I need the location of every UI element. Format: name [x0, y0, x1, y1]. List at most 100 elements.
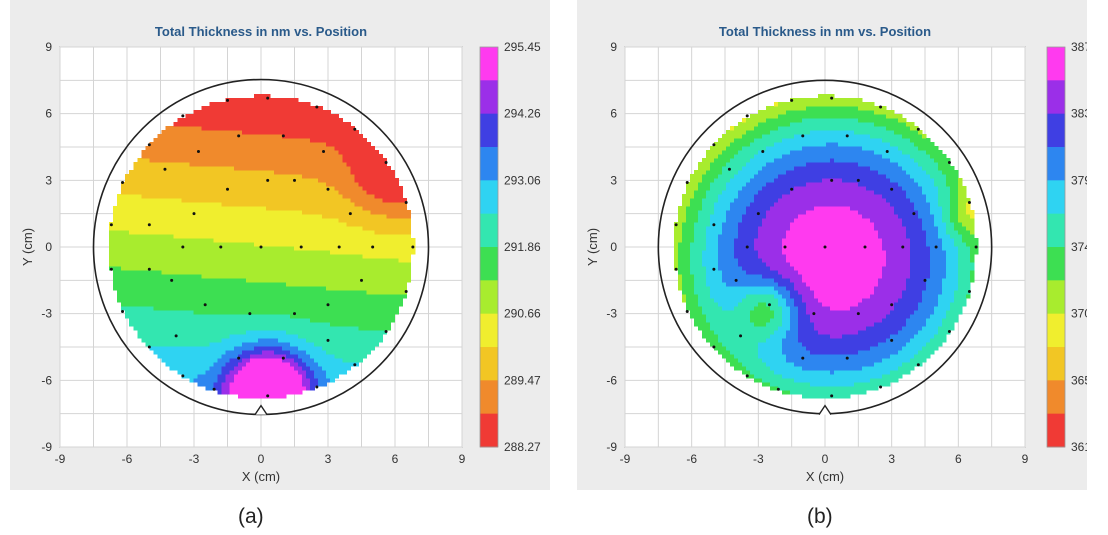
heatmap-cell [177, 226, 183, 231]
heatmap-cell [209, 202, 215, 207]
heatmap-cell [693, 250, 699, 255]
heatmap-cell [693, 262, 699, 267]
heatmap-cell [149, 338, 154, 343]
heatmap-cell [161, 290, 167, 295]
heatmap-cell [709, 330, 715, 335]
heatmap-cell [229, 234, 235, 239]
heatmap-cell [117, 194, 122, 199]
heatmap-cell [406, 218, 412, 223]
heatmap-cell [342, 214, 347, 219]
heatmap-cell [685, 266, 691, 271]
heatmap-cell [185, 158, 191, 163]
heatmap-cell [378, 230, 384, 235]
heatmap-cell [257, 334, 263, 339]
heatmap-cell [189, 206, 195, 211]
heatmap-cell [326, 166, 331, 171]
heatmap-cell [209, 106, 215, 111]
heatmap-cell [225, 194, 231, 199]
heatmap-cell [253, 282, 259, 287]
heatmap-cell [261, 330, 267, 335]
heatmap-cell [157, 242, 162, 247]
heatmap-cell [153, 218, 158, 223]
heatmap-cell [261, 282, 267, 287]
heatmap-cell [221, 346, 227, 351]
heatmap-cell [117, 198, 122, 203]
heatmap-cell [693, 230, 699, 235]
heatmap-cell [205, 286, 211, 291]
heatmap-cell [201, 250, 207, 255]
heatmap-cell [181, 214, 187, 219]
heatmap-cell [185, 354, 191, 359]
heatmap-cell [269, 170, 275, 175]
heatmap-cell [354, 130, 359, 135]
heatmap-cell [693, 270, 699, 275]
heatmap-cell [350, 182, 355, 187]
heatmap-cell [390, 254, 396, 259]
heatmap-cell [701, 326, 707, 331]
heatmap-cell [257, 210, 263, 215]
heatmap-cell [394, 286, 400, 291]
heatmap-cell [217, 194, 223, 199]
heatmap-cell [273, 246, 279, 251]
heatmap-cell [133, 174, 138, 179]
heatmap-cell [261, 250, 267, 255]
heatmap-cell [245, 174, 251, 179]
heatmap-cell [386, 210, 392, 215]
heatmap-cell [265, 306, 271, 311]
heatmap-cell [157, 330, 162, 335]
heatmap-cell [169, 150, 175, 155]
heatmap-cell [298, 114, 303, 119]
heatmap-cell [257, 222, 263, 227]
heatmap-cell [362, 258, 368, 263]
heatmap-cell [225, 146, 231, 151]
heatmap-cell [205, 154, 211, 159]
heatmap-cell [290, 170, 295, 175]
heatmap-cell [697, 270, 703, 275]
heatmap-cell [374, 310, 380, 315]
heatmap-cell [257, 270, 263, 275]
heatmap-cell [133, 306, 138, 311]
heatmap-cell [221, 186, 227, 191]
heatmap-cell [205, 382, 211, 387]
heatmap-cell [330, 358, 335, 363]
heatmap-cell [310, 350, 315, 355]
heatmap-cell [149, 194, 154, 199]
heatmap-cell [265, 94, 271, 99]
x-tick-label: 9 [459, 452, 466, 466]
heatmap-cell [225, 106, 231, 111]
heatmap-cell [366, 262, 372, 267]
heatmap-cell [294, 242, 299, 247]
heatmap-cell [306, 126, 311, 131]
heatmap-cell [273, 130, 279, 135]
heatmap-cell [298, 178, 303, 183]
heatmap-cell [245, 210, 251, 215]
heatmap-cell [249, 198, 255, 203]
heatmap-cell [294, 146, 299, 151]
heatmap-cell [318, 254, 323, 259]
heatmap-cell [306, 382, 311, 387]
heatmap-cell [109, 226, 114, 231]
heatmap-cell [261, 254, 267, 259]
heatmap-cell [326, 378, 331, 383]
heatmap-cell [350, 190, 355, 195]
heatmap-cell [237, 358, 243, 363]
heatmap-cell [233, 122, 239, 127]
heatmap-cell [237, 310, 243, 315]
heatmap-cell [382, 282, 388, 287]
heatmap-cell [121, 254, 126, 259]
heatmap-cell [390, 270, 396, 275]
heatmap-cell [701, 318, 707, 323]
heatmap-cell [294, 386, 299, 391]
heatmap-cell [358, 290, 363, 295]
heatmap-cell [298, 166, 303, 171]
heatmap-cell [685, 214, 691, 219]
heatmap-cell [213, 150, 219, 155]
measurement-point [163, 167, 167, 171]
heatmap-cell [362, 170, 368, 175]
heatmap-cell [354, 222, 359, 227]
heatmap-cell [322, 186, 327, 191]
heatmap-cell [189, 310, 195, 315]
heatmap-cell [338, 234, 343, 239]
heatmap-cell [193, 358, 199, 363]
heatmap-cell [185, 170, 191, 175]
